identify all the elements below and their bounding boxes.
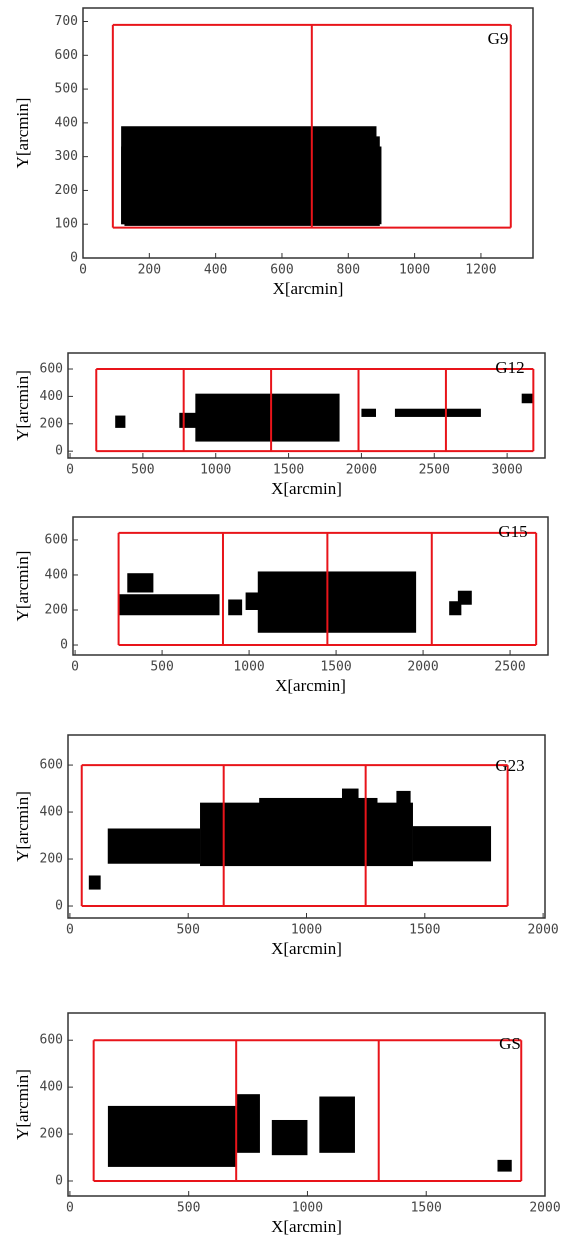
y-tick-label: 200 bbox=[40, 852, 63, 867]
axes-frame bbox=[72, 516, 549, 656]
x-tick-label: 0 bbox=[66, 1201, 74, 1216]
y-tick-label: 0 bbox=[60, 638, 68, 653]
y-tick-label: 200 bbox=[45, 602, 68, 617]
coverage bbox=[394, 408, 481, 417]
y-axis-label: Y[arcmin] bbox=[13, 1069, 32, 1140]
y-tick-label: 0 bbox=[70, 251, 78, 266]
y-axis-label: Y[arcmin] bbox=[13, 551, 32, 622]
x-tick-label: 1500 bbox=[320, 660, 351, 675]
coverage bbox=[107, 828, 201, 864]
coverage bbox=[236, 1094, 260, 1153]
coverage bbox=[497, 1159, 512, 1172]
y-tick-label: 400 bbox=[40, 389, 63, 404]
x-tick-label: 0 bbox=[66, 923, 74, 938]
x-tick-label: 2000 bbox=[407, 660, 438, 675]
y-tick-label: 600 bbox=[40, 1033, 63, 1048]
x-axis-label: X[arcmin] bbox=[271, 939, 342, 958]
y-tick-label: 200 bbox=[40, 416, 63, 431]
x-tick-label: 1500 bbox=[409, 923, 440, 938]
y-tick-label: 0 bbox=[55, 1173, 63, 1188]
coverage bbox=[396, 790, 411, 806]
coverage bbox=[118, 594, 220, 616]
coverage bbox=[319, 1096, 355, 1153]
x-tick-label: 200 bbox=[138, 263, 161, 278]
coverage bbox=[228, 599, 243, 616]
x-tick-label: 1000 bbox=[399, 263, 430, 278]
panel-label: G15 bbox=[498, 522, 527, 541]
x-tick-label: 500 bbox=[176, 923, 199, 938]
y-tick-label: 200 bbox=[40, 1127, 63, 1142]
x-tick-label: 3000 bbox=[491, 463, 522, 478]
y-tick-label: 600 bbox=[55, 48, 78, 63]
x-axis-label: X[arcmin] bbox=[273, 279, 344, 298]
y-tick-label: 400 bbox=[55, 115, 78, 130]
y-tick-label: 600 bbox=[45, 532, 68, 547]
coverage bbox=[361, 408, 376, 417]
axes-frame bbox=[67, 1012, 546, 1197]
x-tick-label: 1500 bbox=[411, 1201, 442, 1216]
coverage bbox=[124, 136, 380, 226]
coverage bbox=[259, 797, 378, 860]
y-axis-label: Y[arcmin] bbox=[13, 370, 32, 441]
coverage bbox=[115, 415, 126, 428]
y-tick-label: 0 bbox=[55, 444, 63, 459]
y-tick-label: 600 bbox=[40, 758, 63, 773]
coverage bbox=[521, 393, 534, 404]
x-tick-label: 500 bbox=[177, 1201, 200, 1216]
coverage bbox=[271, 1119, 308, 1156]
x-tick-label: 2500 bbox=[419, 463, 450, 478]
x-axis-label: X[arcmin] bbox=[271, 479, 342, 498]
x-tick-label: 1000 bbox=[292, 1201, 323, 1216]
y-tick-label: 400 bbox=[40, 1080, 63, 1095]
x-tick-label: 600 bbox=[270, 263, 293, 278]
axes-frame bbox=[67, 352, 546, 459]
panel-label: GS bbox=[499, 1034, 521, 1053]
coverage bbox=[88, 875, 101, 890]
y-tick-label: 400 bbox=[45, 567, 68, 582]
x-tick-label: 1200 bbox=[465, 263, 496, 278]
x-tick-label: 2000 bbox=[529, 1201, 560, 1216]
y-tick-label: 100 bbox=[55, 217, 78, 232]
x-tick-label: 0 bbox=[71, 660, 79, 675]
x-axis-label: X[arcmin] bbox=[275, 676, 346, 695]
x-tick-label: 1000 bbox=[291, 923, 322, 938]
panel-label: G23 bbox=[495, 756, 524, 775]
coverage bbox=[412, 826, 492, 862]
x-tick-label: 0 bbox=[66, 463, 74, 478]
y-tick-label: 700 bbox=[55, 14, 78, 29]
x-tick-label: 1000 bbox=[233, 660, 264, 675]
x-tick-label: 800 bbox=[337, 263, 360, 278]
x-tick-label: 1500 bbox=[273, 463, 304, 478]
x-tick-label: 2000 bbox=[527, 923, 558, 938]
x-tick-label: 2000 bbox=[346, 463, 377, 478]
coverage bbox=[195, 393, 340, 442]
y-tick-label: 500 bbox=[55, 82, 78, 97]
x-tick-label: 1000 bbox=[200, 463, 231, 478]
panel-label: G12 bbox=[495, 358, 524, 377]
x-tick-label: 2500 bbox=[494, 660, 525, 675]
coverage bbox=[127, 573, 154, 593]
x-tick-label: 500 bbox=[131, 463, 154, 478]
y-axis-label: Y[arcmin] bbox=[13, 98, 32, 169]
y-tick-label: 600 bbox=[40, 362, 63, 377]
axes-frame bbox=[82, 7, 534, 259]
coverage bbox=[457, 590, 472, 605]
coverage bbox=[107, 1105, 237, 1167]
x-tick-label: 500 bbox=[150, 660, 173, 675]
y-tick-label: 400 bbox=[40, 805, 63, 820]
x-axis-label: X[arcmin] bbox=[271, 1217, 342, 1236]
y-tick-label: 0 bbox=[55, 899, 63, 914]
y-axis-label: Y[arcmin] bbox=[13, 791, 32, 862]
x-tick-label: 400 bbox=[204, 263, 227, 278]
panel-label: G9 bbox=[488, 29, 509, 48]
coverage bbox=[341, 788, 359, 808]
y-tick-label: 200 bbox=[55, 183, 78, 198]
y-tick-label: 300 bbox=[55, 149, 78, 164]
coverage bbox=[257, 571, 417, 633]
x-tick-label: 0 bbox=[79, 263, 87, 278]
